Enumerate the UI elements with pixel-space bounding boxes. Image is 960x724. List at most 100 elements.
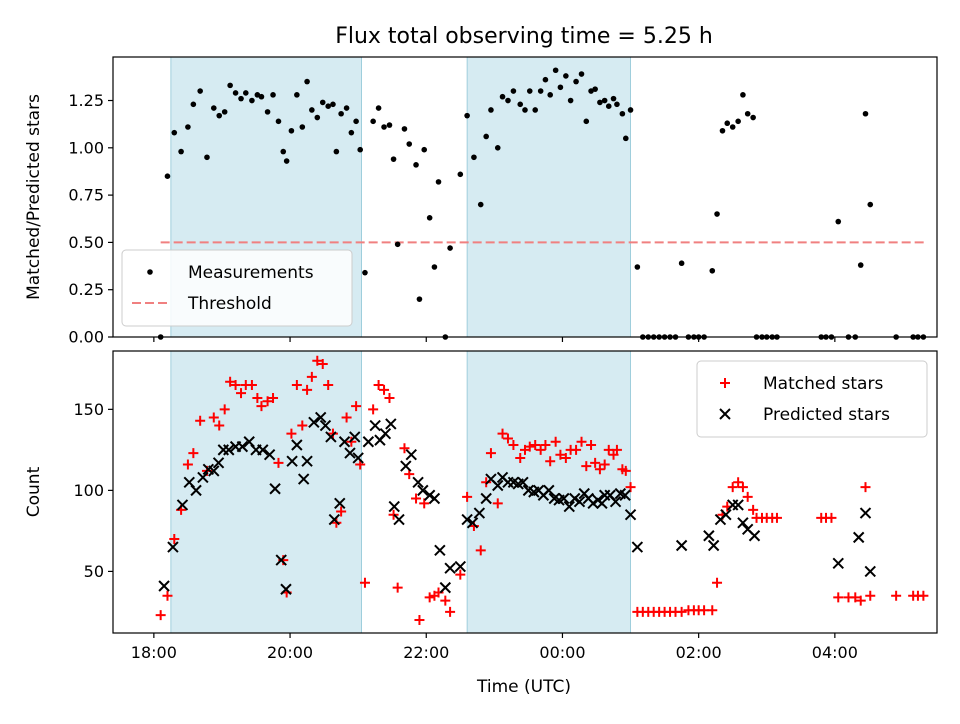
measurement-point [915, 334, 921, 340]
predicted-stars-point [176, 499, 189, 511]
measurement-point [744, 110, 751, 117]
matched-stars-point [246, 380, 257, 391]
axes-frame-0 [112, 56, 938, 338]
matched-stars-point [379, 384, 390, 395]
matched-stars-point [481, 477, 492, 488]
measurement-point [774, 334, 780, 340]
predicted-stars-point [428, 492, 441, 505]
predicted-stars-point [286, 455, 298, 467]
measurement-point [583, 118, 590, 125]
matched-stars-point [515, 452, 526, 463]
y-axis-label-top: Matched/Predicted stars [24, 94, 44, 300]
predicted-stars-point [325, 431, 337, 443]
predicted-stars-point [328, 513, 341, 526]
matched-stars-point [411, 493, 422, 504]
predicted-stars-point [558, 492, 570, 505]
predicted-stars-point [369, 419, 381, 432]
matched-stars-point [306, 371, 317, 382]
measurement-point [238, 95, 244, 102]
measurement-point [353, 118, 359, 125]
measurement-point [204, 154, 210, 161]
measurement-point [610, 95, 617, 102]
measurement-point [157, 334, 164, 340]
matched-stars-point [530, 440, 541, 450]
axes-frame-1 [112, 350, 938, 634]
measurement-point [381, 124, 387, 130]
matched-stars-point [576, 436, 587, 447]
predicted-stars-point [631, 541, 644, 553]
predicted-stars-point [319, 419, 332, 432]
measurement-point [601, 97, 608, 104]
measurement-point [294, 92, 300, 98]
data-marks [155, 67, 929, 626]
measurement-point [759, 334, 765, 340]
matched-stars-point [262, 396, 273, 407]
matched-stars-point [162, 590, 173, 601]
y-tick-label: 150 [73, 400, 104, 419]
matched-stars-point [891, 590, 902, 601]
measurement-point [413, 162, 419, 168]
predicted-stars-point [405, 449, 417, 461]
measurement-point [370, 118, 376, 125]
axes-frames [112, 56, 938, 634]
predicted-stars-point [263, 449, 276, 461]
measurement-point [325, 103, 331, 109]
measurement-point [867, 201, 874, 208]
measurement-point [729, 124, 736, 130]
measurement-point [522, 107, 528, 113]
matched-stars-point [571, 444, 582, 455]
measurement-point [309, 107, 315, 113]
matched-stars-point [273, 457, 284, 468]
predicted-stars-point [412, 476, 424, 488]
y-tick-label: 0.25 [68, 280, 104, 299]
matched-stars-point [388, 509, 399, 520]
legend-marker-measurements [147, 269, 153, 275]
measurement-point [667, 334, 673, 340]
matched-stars-point [195, 415, 206, 426]
matched-stars-point [555, 449, 566, 460]
measurement-point [645, 334, 652, 340]
measurement-point [862, 110, 869, 117]
predicted-stars-point [480, 492, 492, 505]
measurement-point [401, 126, 408, 132]
matched-stars-point [440, 595, 451, 606]
measurement-point [227, 82, 233, 89]
measurement-point [532, 107, 539, 113]
matched-stars-point [611, 444, 622, 455]
predicted-stars-point [308, 416, 320, 429]
measurement-point [592, 86, 598, 92]
measurement-point [190, 101, 197, 108]
matched-stars-point [771, 512, 782, 523]
predicted-stars-point [379, 427, 392, 440]
measurement-point [375, 105, 382, 111]
y-tick-label: 0.75 [68, 186, 104, 205]
predicted-stars-point [269, 483, 281, 495]
predicted-stars-point [223, 444, 235, 456]
predicted-stars-point [338, 436, 351, 448]
measurement-point [314, 114, 321, 121]
predicted-stars-point [864, 565, 876, 578]
matched-stars-point [182, 459, 193, 470]
measurement-point [828, 334, 835, 340]
matched-stars-point [707, 605, 718, 616]
predicted-stars-point [212, 457, 225, 469]
predicted-stars-point [720, 508, 732, 521]
y-axis-label-bottom: Count [24, 466, 44, 517]
matched-stars-point [918, 590, 929, 601]
x-axis-label: Time (UTC) [476, 677, 571, 697]
matched-stars-point [208, 412, 219, 423]
measurement-point [656, 334, 662, 340]
measurement-point [319, 99, 326, 106]
predicted-stars-point [492, 479, 504, 492]
y-tick-label: 1.00 [68, 138, 104, 157]
matched-stars-point [492, 498, 503, 509]
measurement-point [622, 135, 629, 142]
matched-stars-point [581, 461, 592, 472]
measurement-point [216, 112, 223, 119]
legend-label: Predicted stars [763, 405, 890, 425]
x-tick-label: 20:00 [267, 643, 313, 662]
predicted-stars-point [291, 439, 303, 451]
predicted-stars-point [334, 497, 346, 510]
